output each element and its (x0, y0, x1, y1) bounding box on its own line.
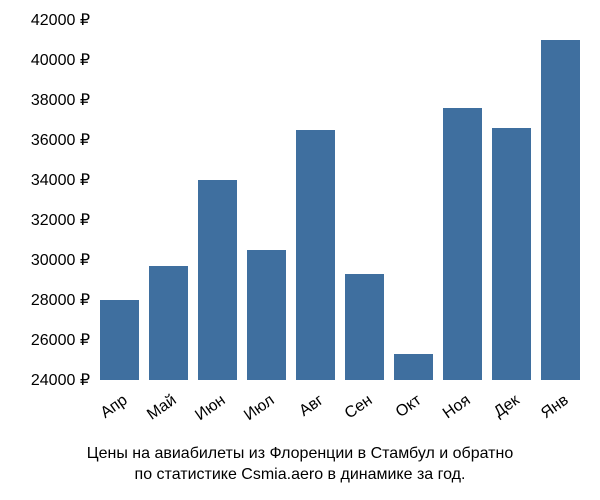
x-tick-label: Июл (241, 392, 278, 425)
x-tick-label: Дек (490, 392, 522, 422)
chart-caption: Цены на авиабилеты из Флоренции в Стамбу… (0, 443, 600, 486)
plot-area (95, 20, 585, 380)
caption-line-2: по статистике Csmia.aero в динамике за г… (135, 466, 466, 483)
y-tick-label: 26000 ₽ (31, 330, 90, 350)
bar (296, 130, 334, 380)
y-tick-label: 30000 ₽ (31, 250, 90, 270)
bar (149, 266, 187, 380)
y-tick-label: 38000 ₽ (31, 90, 90, 110)
bar (345, 274, 383, 380)
y-tick-label: 36000 ₽ (31, 130, 90, 150)
x-tick-label: Май (144, 392, 180, 425)
bar (100, 300, 138, 380)
bar (443, 108, 481, 380)
y-tick-label: 40000 ₽ (31, 50, 90, 70)
x-tick-label: Июн (192, 392, 229, 425)
x-tick-label: Окт (392, 392, 424, 422)
bar (198, 180, 236, 380)
y-tick-label: 34000 ₽ (31, 170, 90, 190)
y-tick-label: 32000 ₽ (31, 210, 90, 230)
bar (541, 40, 579, 380)
bar (394, 354, 432, 380)
bar (492, 128, 530, 380)
bar (247, 250, 285, 380)
x-tick-label: Сен (341, 392, 375, 424)
price-bar-chart: 24000 ₽ 26000 ₽ 28000 ₽ 30000 ₽ 32000 ₽ 34000… (0, 0, 600, 500)
x-tick-label: Янв (538, 392, 572, 423)
x-tick-label: Апр (97, 392, 130, 423)
x-tick-label: Авг (296, 392, 327, 421)
caption-line-1: Цены на авиабилеты из Флоренции в Стамбу… (87, 445, 513, 462)
y-tick-label: 42000 ₽ (31, 10, 90, 30)
x-tick-label: Ноя (439, 392, 473, 423)
y-tick-label: 24000 ₽ (31, 370, 90, 390)
y-tick-label: 28000 ₽ (31, 290, 90, 310)
